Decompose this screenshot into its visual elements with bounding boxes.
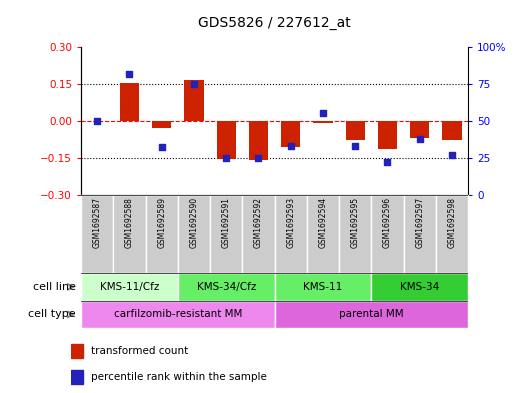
Text: parental MM: parental MM [339,309,404,320]
Point [383,159,392,165]
Bar [71,344,84,358]
Bar [275,195,307,273]
Text: GSM1692591: GSM1692591 [222,197,231,248]
Text: GSM1692595: GSM1692595 [351,197,360,248]
Bar [371,195,404,273]
Point [125,70,133,77]
Bar [242,195,275,273]
Bar [371,273,468,301]
Text: GSM1692589: GSM1692589 [157,197,166,248]
Bar [81,195,113,273]
Bar [152,121,172,128]
Text: GSM1692594: GSM1692594 [319,197,327,248]
Text: carfilzomib-resistant MM: carfilzomib-resistant MM [113,309,242,320]
Point [157,144,166,151]
Bar [217,121,236,159]
Bar [275,273,371,301]
Text: GSM1692588: GSM1692588 [125,197,134,248]
Text: cell line: cell line [33,282,76,292]
Point [93,118,101,124]
Bar [113,195,145,273]
Bar [307,195,339,273]
Point [287,143,295,149]
Bar [378,121,397,149]
Bar [339,195,371,273]
Bar [81,301,275,328]
Bar [404,195,436,273]
Text: KMS-11: KMS-11 [303,282,343,292]
Text: KMS-11/Cfz: KMS-11/Cfz [100,282,159,292]
Text: GSM1692598: GSM1692598 [448,197,457,248]
Point [351,143,359,149]
Text: GSM1692597: GSM1692597 [415,197,424,248]
Point [448,152,456,158]
Bar [346,121,365,141]
Text: GSM1692596: GSM1692596 [383,197,392,248]
Point [222,154,230,161]
Bar [442,121,462,141]
Bar [410,121,429,138]
Text: GSM1692590: GSM1692590 [189,197,198,248]
Bar [145,195,178,273]
Bar [81,273,178,301]
Text: percentile rank within the sample: percentile rank within the sample [91,372,267,382]
Bar [210,195,242,273]
Text: transformed count: transformed count [91,346,188,356]
Text: GSM1692593: GSM1692593 [286,197,295,248]
Bar [436,195,468,273]
Bar [178,273,275,301]
Bar [71,370,84,384]
Bar [249,121,268,160]
Text: GSM1692592: GSM1692592 [254,197,263,248]
Bar [178,195,210,273]
Text: GDS5826 / 227612_at: GDS5826 / 227612_at [198,16,351,30]
Point [254,154,263,161]
Bar [281,121,300,147]
Point [415,135,424,141]
Text: GSM1692587: GSM1692587 [93,197,101,248]
Text: KMS-34: KMS-34 [400,282,439,292]
Bar [184,80,203,121]
Point [190,81,198,87]
Bar [120,83,139,121]
Point [319,110,327,117]
Text: cell type: cell type [28,309,76,320]
Bar [275,301,468,328]
Text: KMS-34/Cfz: KMS-34/Cfz [197,282,256,292]
Bar [313,121,333,123]
